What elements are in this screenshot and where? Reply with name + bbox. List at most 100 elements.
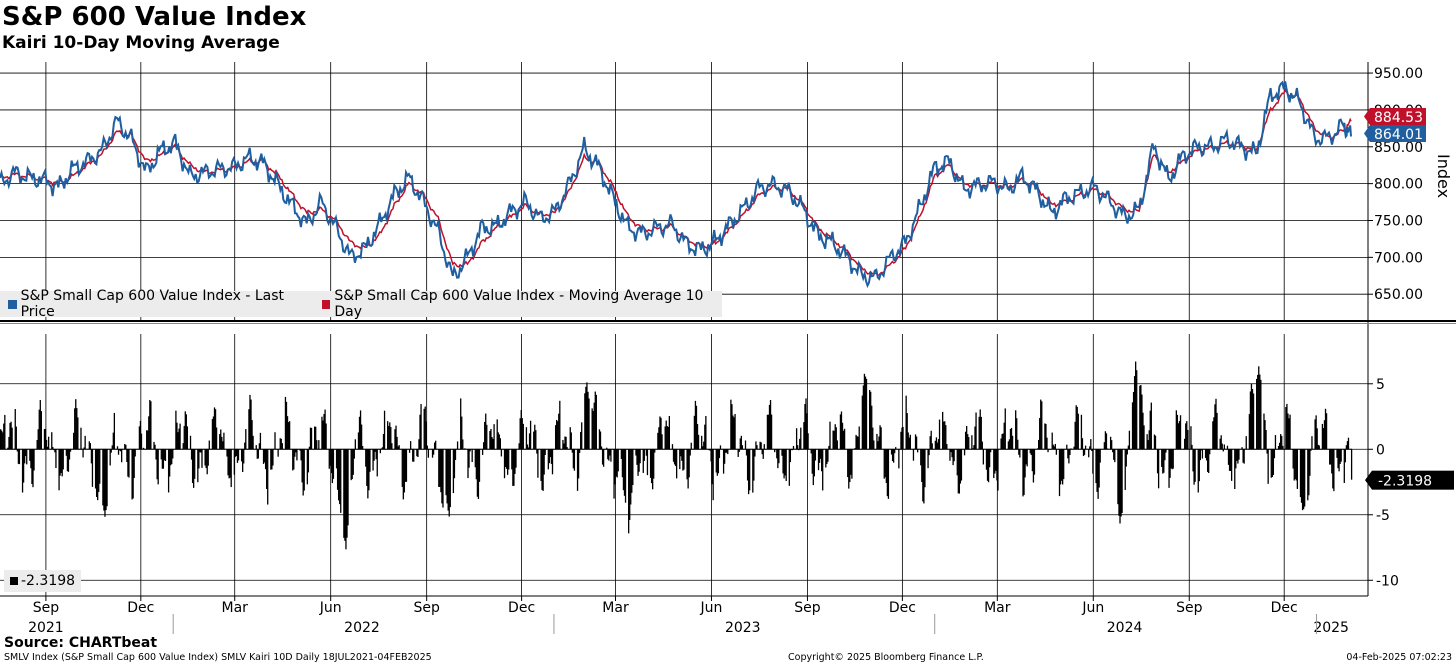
kairi-bar bbox=[1127, 445, 1130, 450]
kairi-bar bbox=[676, 449, 678, 479]
kairi-bar bbox=[1011, 435, 1014, 450]
kairi-bar bbox=[876, 433, 878, 450]
kairi-bar bbox=[82, 449, 84, 458]
upper-y-tick-label: 850.00 bbox=[1374, 140, 1423, 156]
kairi-bar bbox=[966, 425, 968, 450]
kairi-bar bbox=[332, 449, 335, 479]
kairi-bar bbox=[766, 414, 769, 450]
upper-legend: S&P Small Cap 600 Value Index - Last Pri… bbox=[0, 288, 722, 320]
kairi-bar bbox=[277, 449, 279, 457]
kairi-bar bbox=[190, 449, 193, 460]
kairi-bar bbox=[365, 449, 367, 467]
kairi-bar bbox=[373, 449, 375, 461]
kairi-bar bbox=[1333, 449, 1335, 492]
kairi-bar bbox=[1132, 392, 1135, 450]
kairi-bar bbox=[244, 442, 246, 450]
kairi-bar bbox=[1016, 418, 1018, 450]
kairi-bar bbox=[31, 449, 33, 484]
kairi-bar bbox=[885, 449, 887, 483]
kairi-bar bbox=[1178, 421, 1181, 450]
kairi-bar bbox=[89, 443, 92, 450]
kairi-bar bbox=[697, 434, 700, 450]
kairi-bar bbox=[1058, 449, 1061, 497]
kairi-bar bbox=[599, 431, 602, 450]
kairi-bar bbox=[1074, 421, 1076, 450]
legend-swatch-moving-average bbox=[321, 299, 331, 309]
kairi-bar bbox=[931, 443, 933, 450]
kairi-bar bbox=[1022, 449, 1024, 497]
kairi-bar bbox=[1131, 402, 1134, 450]
kairi-bar bbox=[440, 449, 442, 493]
kairi-bar bbox=[963, 449, 966, 456]
kairi-bar bbox=[952, 449, 954, 466]
x-month-label: Jun bbox=[1081, 600, 1104, 616]
kairi-bar bbox=[737, 449, 739, 457]
kairi-bar bbox=[468, 449, 470, 468]
lower-y-tick-label: 0 bbox=[1376, 442, 1385, 458]
kairi-bar bbox=[760, 442, 762, 450]
kairi-bar bbox=[1024, 449, 1026, 478]
kairi-bar bbox=[352, 449, 354, 475]
kairi-bar bbox=[1340, 449, 1342, 462]
kairi-bar bbox=[1045, 423, 1047, 450]
kairi-bar bbox=[118, 449, 121, 451]
kairi-bar bbox=[381, 447, 384, 450]
kairi-bar bbox=[1336, 449, 1338, 458]
kairi-bar bbox=[693, 415, 696, 450]
kairi-bar bbox=[169, 449, 171, 477]
kairi-bar bbox=[204, 449, 206, 466]
kairi-bar bbox=[192, 449, 195, 488]
chart-subtitle: Kairi 10-Day Moving Average bbox=[2, 33, 280, 53]
kairi-bar bbox=[11, 427, 13, 450]
kairi-bar bbox=[350, 449, 352, 481]
kairi-bar bbox=[978, 416, 980, 450]
kairi-bar bbox=[1331, 449, 1333, 474]
kairi-bar bbox=[865, 378, 868, 450]
kairi-bar bbox=[1168, 449, 1170, 488]
kairi-bar bbox=[703, 441, 705, 450]
kairi-bar bbox=[1089, 446, 1091, 450]
kairi-bar bbox=[295, 449, 297, 453]
kairi-bar bbox=[270, 449, 272, 470]
kairi-bar bbox=[1302, 449, 1305, 510]
kairi-bar bbox=[731, 404, 733, 450]
kairi-bar bbox=[1096, 449, 1098, 492]
kairi-bar bbox=[318, 440, 320, 450]
kairi-bar bbox=[957, 449, 959, 494]
kairi-bar bbox=[716, 449, 718, 476]
kairi-bar bbox=[69, 449, 72, 452]
kairi-bar bbox=[1103, 442, 1106, 450]
kairi-bar bbox=[271, 449, 273, 470]
kairi-bar bbox=[284, 396, 287, 450]
kairi-bar bbox=[138, 426, 141, 450]
kairi-bar bbox=[1179, 415, 1182, 450]
kairi-bar bbox=[828, 445, 830, 450]
kairi-bar bbox=[368, 449, 370, 491]
kairi-bar bbox=[237, 449, 240, 461]
kairi-bar bbox=[22, 449, 25, 483]
kairi-bar bbox=[149, 399, 151, 450]
kairi-bar bbox=[778, 449, 780, 464]
kairi-bar bbox=[935, 437, 938, 450]
kairi-bar bbox=[840, 411, 843, 450]
kairi-bar bbox=[649, 449, 652, 478]
kairi-bar bbox=[953, 449, 955, 462]
kairi-bar bbox=[1125, 449, 1127, 467]
kairi-bar bbox=[906, 413, 908, 450]
kairi-bar bbox=[388, 425, 390, 450]
kairi-bar bbox=[702, 446, 704, 450]
upper-grid bbox=[0, 62, 1368, 320]
kairi-bar bbox=[754, 449, 756, 457]
kairi-bar bbox=[1117, 449, 1119, 505]
kairi-bar bbox=[191, 449, 194, 484]
kairi-bar bbox=[1040, 399, 1042, 450]
kairi-bar bbox=[514, 449, 516, 474]
kairi-bar bbox=[1007, 441, 1010, 450]
last-value-text: 864.01 bbox=[1374, 127, 1423, 143]
kairi-bar bbox=[74, 408, 76, 450]
kairi-bar bbox=[631, 449, 633, 493]
kairi-bar bbox=[229, 449, 231, 478]
kairi-bar bbox=[438, 449, 440, 487]
kairi-bar bbox=[325, 423, 327, 450]
kairi-bar bbox=[608, 449, 610, 461]
